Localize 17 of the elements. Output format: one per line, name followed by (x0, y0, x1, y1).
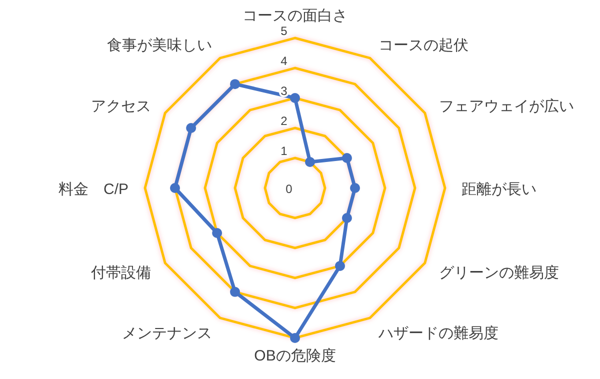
spoke-label: グリーンの難易度 (439, 264, 560, 282)
spoke-label: 距離が長い (462, 181, 536, 198)
y-tick-label: 4 (280, 54, 288, 68)
spoke-label: 付帯設備 (90, 264, 151, 282)
spoke-label: OBの危険度 (254, 348, 336, 364)
spoke-label: フェアウェイが広い (439, 98, 574, 115)
spoke-label: 食事が美味しい (106, 36, 212, 54)
spoke-label: メンテナンス (122, 325, 212, 342)
spoke-label: コースの面白さ (242, 8, 348, 24)
spoke-label: 料金 C/P (58, 181, 128, 198)
y-tick-label: 1 (280, 144, 288, 158)
y-tick-label: 0 (286, 182, 293, 196)
y-tick-label: 2 (280, 114, 288, 128)
y-tick-label: 5 (280, 24, 288, 38)
spoke-label: ハザードの難易度 (377, 325, 498, 342)
spoke-label: コースの起伏 (378, 36, 468, 54)
spoke-label: アクセス (90, 98, 151, 115)
